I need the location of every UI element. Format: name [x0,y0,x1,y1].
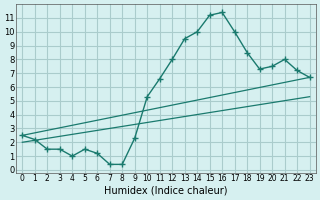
X-axis label: Humidex (Indice chaleur): Humidex (Indice chaleur) [104,186,228,196]
